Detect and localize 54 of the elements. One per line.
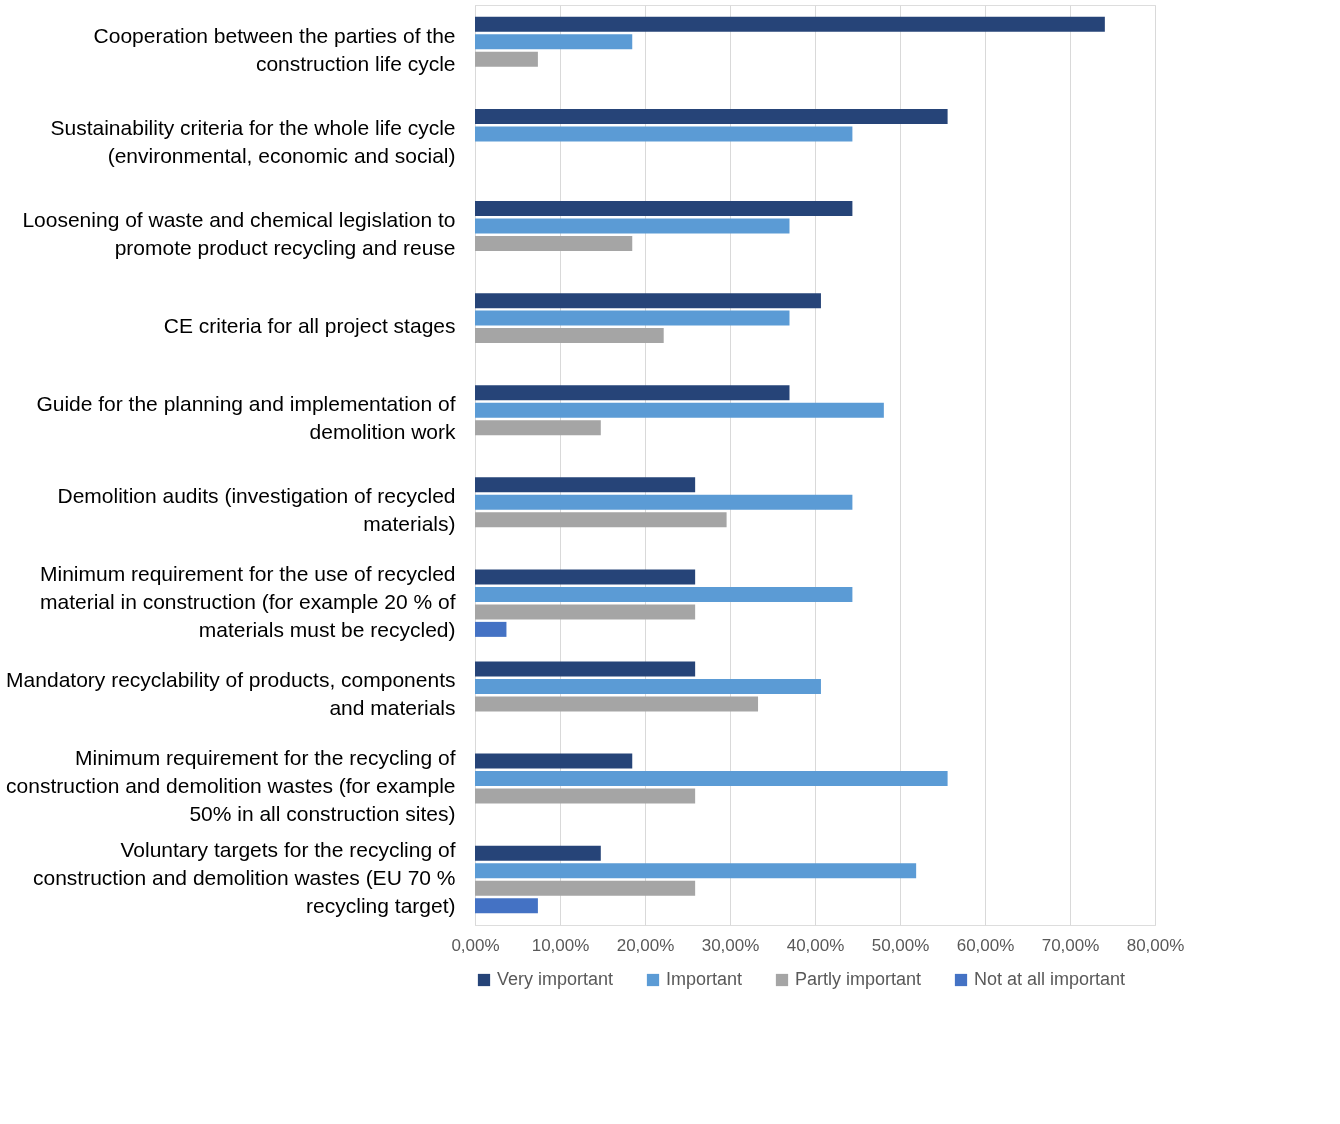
x-tick-label: 50,00% bbox=[871, 935, 930, 955]
bar bbox=[475, 126, 853, 142]
bar bbox=[475, 477, 696, 493]
y-tick-label: Demolition audits (investigation of recycled materials) bbox=[57, 484, 456, 536]
bar bbox=[475, 310, 790, 326]
y-tick-label: Sustainability criteria for the whole life cycle (environmental, economic and social) bbox=[50, 115, 456, 167]
bar bbox=[475, 753, 633, 769]
bar bbox=[475, 898, 538, 914]
bar bbox=[475, 293, 821, 309]
x-tick-label: 10,00% bbox=[531, 935, 590, 955]
y-tick-label: CE criteria for all project stages bbox=[163, 313, 456, 337]
bar bbox=[475, 34, 633, 50]
bar bbox=[475, 494, 853, 510]
x-tick-label: 60,00% bbox=[956, 935, 1015, 955]
bar bbox=[475, 845, 601, 861]
y-tick-label: Mandatory recyclability of products, components and materials bbox=[6, 668, 456, 720]
bar bbox=[475, 236, 633, 252]
legend-label: Important bbox=[666, 969, 743, 989]
bar bbox=[475, 51, 538, 67]
bar bbox=[475, 328, 664, 344]
bar bbox=[475, 16, 1105, 32]
bar bbox=[475, 569, 696, 585]
bar bbox=[475, 385, 790, 401]
x-tick-label: 40,00% bbox=[786, 935, 845, 955]
bar bbox=[475, 512, 727, 528]
y-tick-label: Minimum requirement for the recycling of construction and demolition wastes (for example 50% in all construction sites) bbox=[6, 746, 456, 826]
x-tick-label: 80,00% bbox=[1126, 935, 1185, 955]
x-tick-label: 20,00% bbox=[616, 935, 675, 955]
bar bbox=[475, 402, 884, 418]
bar bbox=[475, 696, 759, 712]
y-tick-label: Loosening of waste and chemical legislation to promote product recycling and reuse bbox=[22, 207, 456, 259]
legend-label: Very important bbox=[497, 969, 614, 989]
bar bbox=[475, 661, 696, 677]
bar bbox=[475, 218, 790, 234]
y-tick-label: Voluntary targets for the recycling of construction and demolition wastes (EU 70 % recycling target) bbox=[32, 838, 456, 918]
x-tick-label: 0,00% bbox=[451, 935, 500, 955]
bar bbox=[475, 880, 696, 896]
x-tick-label: 70,00% bbox=[1041, 935, 1100, 955]
bar bbox=[475, 201, 853, 217]
x-tick-label: 30,00% bbox=[701, 935, 760, 955]
bar bbox=[475, 586, 853, 602]
bar bbox=[475, 788, 696, 804]
bar bbox=[475, 604, 696, 620]
y-tick-label: Minimum requirement for the use of recycled material in construction (for example 20 % of materials must be recycled) bbox=[39, 562, 456, 642]
bar bbox=[475, 863, 917, 879]
bar bbox=[475, 621, 507, 637]
bar bbox=[475, 771, 948, 787]
legend-label: Not at all important bbox=[974, 969, 1126, 989]
bar bbox=[475, 678, 821, 694]
y-tick-label: Guide for the planning and implementation of demolition work bbox=[36, 391, 456, 443]
legend-label: Partly important bbox=[795, 969, 922, 989]
bar bbox=[475, 420, 601, 436]
y-tick-label: Cooperation between the parties of the construction life cycle bbox=[93, 23, 456, 75]
bar bbox=[475, 108, 948, 124]
